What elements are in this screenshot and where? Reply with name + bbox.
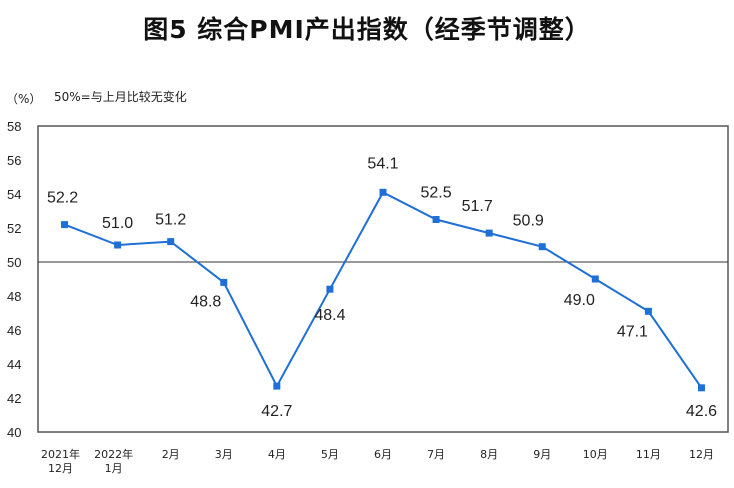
x-tick-label: 11月 xyxy=(636,448,661,461)
data-label: 51.2 xyxy=(155,212,186,229)
x-tick-label: 4月 xyxy=(268,448,286,461)
y-tick-label: 42 xyxy=(7,391,21,406)
y-tick-label: 50 xyxy=(7,255,21,270)
data-point xyxy=(432,216,440,223)
data-point xyxy=(114,241,122,249)
y-tick-label: 40 xyxy=(7,425,21,440)
data-point xyxy=(591,275,599,283)
x-tick-label: 12月 xyxy=(48,462,73,475)
x-tick-label: 2021年 xyxy=(41,447,80,461)
data-label: 50.9 xyxy=(513,213,544,230)
x-tick-label: 3月 xyxy=(215,448,233,461)
y-tick-label: 58 xyxy=(7,119,21,134)
y-tick-label: 56 xyxy=(7,153,21,168)
data-label: 52.2 xyxy=(47,190,78,207)
x-tick-label: 5月 xyxy=(321,448,339,461)
data-label: 51.7 xyxy=(462,198,493,215)
y-tick-label: 52 xyxy=(7,221,21,236)
data-label: 47.1 xyxy=(617,323,648,340)
y-tick-label: 48 xyxy=(7,289,21,304)
chart-title: 图5 综合PMI产出指数（经季节调整） xyxy=(143,15,591,44)
x-tick-label: 7月 xyxy=(427,448,445,461)
data-point xyxy=(644,307,652,315)
x-tick-label: 8月 xyxy=(480,448,498,461)
data-label: 49.0 xyxy=(564,292,595,309)
plot-frame xyxy=(37,125,729,433)
data-point xyxy=(697,384,705,392)
x-tick-label: 1月 xyxy=(105,462,123,475)
data-label: 48.4 xyxy=(314,307,345,324)
data-label: 42.6 xyxy=(686,403,717,420)
data-label: 54.1 xyxy=(367,155,398,172)
data-label: 42.7 xyxy=(261,403,292,420)
data-point xyxy=(273,382,281,390)
y-axis-unit: （%） xyxy=(6,92,41,106)
data-label: 48.8 xyxy=(190,293,221,310)
annotation: 50%=与上月比较无变化 xyxy=(54,89,187,104)
x-tick-label: 6月 xyxy=(374,448,392,461)
data-point xyxy=(220,278,228,286)
data-point xyxy=(379,188,387,196)
data-point xyxy=(538,243,546,251)
data-point xyxy=(61,221,69,229)
x-tick-label: 2022年 xyxy=(94,447,133,461)
data-label: 52.5 xyxy=(421,185,452,202)
data-point xyxy=(326,285,334,293)
data-label: 51.0 xyxy=(102,215,133,232)
x-tick-label: 9月 xyxy=(533,448,551,461)
x-tick-label: 10月 xyxy=(583,448,608,461)
x-tick-label: 12月 xyxy=(689,448,714,461)
y-tick-label: 46 xyxy=(7,323,21,338)
y-tick-label: 44 xyxy=(7,357,21,372)
data-point xyxy=(167,238,175,246)
y-tick-label: 54 xyxy=(7,187,21,202)
x-tick-label: 2月 xyxy=(162,448,180,461)
data-point xyxy=(485,229,493,237)
